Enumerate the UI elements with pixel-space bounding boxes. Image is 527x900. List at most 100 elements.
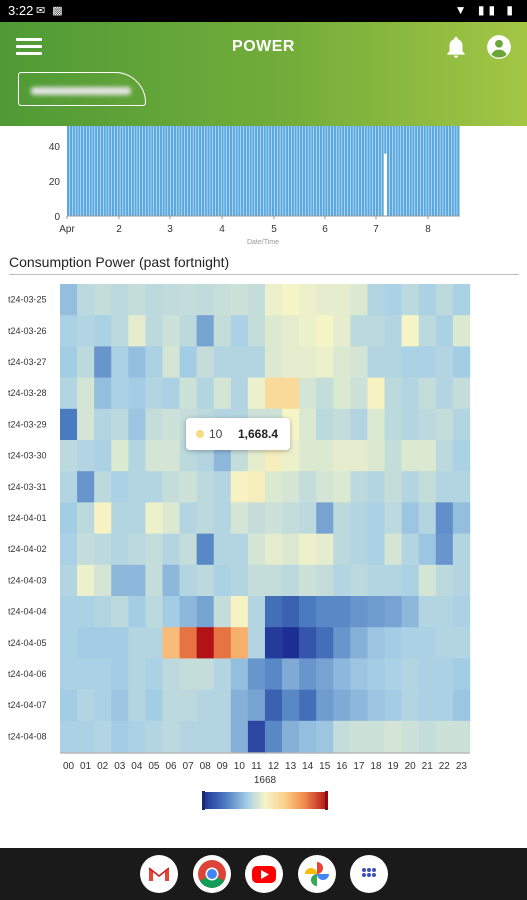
heatmap-cell[interactable]: [196, 596, 215, 628]
power-bar[interactable]: [182, 126, 185, 216]
heatmap-cell[interactable]: [367, 627, 385, 659]
power-bar[interactable]: [305, 126, 308, 216]
heatmap-cell[interactable]: [94, 502, 112, 534]
heatmap-cell[interactable]: [145, 284, 163, 316]
heatmap-cell[interactable]: [162, 315, 180, 347]
power-bar[interactable]: [378, 126, 381, 216]
heatmap-cell[interactable]: [230, 284, 249, 316]
heatmap-cell[interactable]: [384, 408, 402, 441]
heatmap-cell[interactable]: [111, 315, 129, 347]
heatmap-cell[interactable]: [299, 440, 317, 472]
heatmap-cell[interactable]: [299, 315, 317, 347]
power-bar[interactable]: [403, 126, 407, 216]
heatmap-cell[interactable]: [264, 658, 283, 690]
heatmap-cell[interactable]: [384, 346, 402, 378]
heatmap-cell[interactable]: [452, 564, 471, 597]
heatmap-cell[interactable]: [196, 720, 215, 753]
power-bar[interactable]: [103, 126, 106, 216]
heatmap-cell[interactable]: [179, 346, 197, 378]
heatmap-cell[interactable]: [282, 596, 300, 628]
heatmap-cell[interactable]: [230, 658, 249, 690]
heatmap-cell[interactable]: [435, 471, 454, 503]
power-bar[interactable]: [229, 126, 233, 216]
power-bar[interactable]: [75, 126, 78, 216]
heatmap-cell[interactable]: [145, 315, 163, 347]
heatmap-cell[interactable]: [162, 408, 180, 441]
heatmap-cell[interactable]: [247, 471, 266, 503]
heatmap-cell[interactable]: [77, 440, 95, 472]
power-bar[interactable]: [241, 126, 244, 216]
power-bar[interactable]: [123, 126, 126, 216]
heatmap-cell[interactable]: [60, 346, 78, 378]
power-bar[interactable]: [353, 126, 356, 216]
heatmap-cell[interactable]: [213, 658, 232, 690]
heatmap-cell[interactable]: [128, 627, 146, 659]
power-bar[interactable]: [95, 126, 98, 216]
heatmap-cell[interactable]: [111, 440, 129, 472]
heatmap-cell[interactable]: [367, 284, 385, 316]
heatmap-cell[interactable]: [367, 689, 385, 722]
heatmap-cell[interactable]: [247, 377, 266, 410]
heatmap-cell[interactable]: [435, 627, 454, 659]
heatmap-cell[interactable]: [384, 533, 402, 566]
heatmap-cell[interactable]: [162, 440, 180, 472]
heatmap-cell[interactable]: [196, 658, 215, 690]
heatmap-cell[interactable]: [230, 596, 249, 628]
heatmap-cell[interactable]: [94, 346, 112, 378]
power-bar[interactable]: [243, 126, 247, 216]
heatmap-cell[interactable]: [367, 377, 385, 410]
power-bar[interactable]: [114, 126, 118, 216]
heatmap-cell[interactable]: [316, 533, 334, 566]
heatmap-cell[interactable]: [247, 502, 266, 534]
heatmap-cell[interactable]: [452, 596, 471, 628]
heatmap-cell[interactable]: [333, 315, 351, 347]
heatmap-cell[interactable]: [179, 315, 197, 347]
power-bar[interactable]: [260, 126, 263, 216]
power-bar[interactable]: [128, 126, 132, 216]
heatmap-cell[interactable]: [94, 440, 112, 472]
heatmap-cell[interactable]: [213, 627, 232, 659]
heatmap-cell[interactable]: [128, 315, 146, 347]
power-bar[interactable]: [120, 126, 123, 216]
heatmap-cell[interactable]: [367, 440, 385, 472]
power-bar[interactable]: [339, 126, 342, 216]
heatmap-cell[interactable]: [367, 346, 385, 378]
power-bar[interactable]: [426, 126, 429, 216]
heatmap-cell[interactable]: [384, 315, 402, 347]
heatmap-cell[interactable]: [452, 720, 471, 753]
power-bar[interactable]: [420, 126, 424, 216]
heatmap-cell[interactable]: [316, 346, 334, 378]
heatmap-cell[interactable]: [452, 627, 471, 659]
heatmap-cell[interactable]: [418, 533, 437, 566]
power-bar[interactable]: [423, 126, 426, 216]
power-bar[interactable]: [431, 126, 435, 216]
heatmap-cell[interactable]: [264, 471, 283, 503]
heatmap-cell[interactable]: [230, 564, 249, 597]
heatmap-cell[interactable]: [401, 596, 419, 628]
power-bar[interactable]: [454, 126, 457, 216]
power-bar[interactable]: [280, 126, 283, 216]
heatmap-cell[interactable]: [384, 440, 402, 472]
power-bar[interactable]: [81, 126, 84, 216]
heatmap-cell[interactable]: [77, 408, 95, 441]
heatmap-cell[interactable]: [213, 346, 232, 378]
power-bar[interactable]: [184, 126, 188, 216]
heatmap-cell[interactable]: [77, 471, 95, 503]
heatmap-cell[interactable]: [145, 627, 163, 659]
power-bar[interactable]: [395, 126, 398, 216]
heatmap-cell[interactable]: [384, 471, 402, 503]
power-bar[interactable]: [148, 126, 151, 216]
heatmap-cell[interactable]: [316, 440, 334, 472]
heatmap-cell[interactable]: [452, 346, 471, 378]
heatmap-cell[interactable]: [145, 408, 163, 441]
heatmap-cell[interactable]: [282, 377, 300, 410]
power-bar[interactable]: [255, 126, 258, 216]
heatmap-cell[interactable]: [213, 471, 232, 503]
power-bar[interactable]: [156, 126, 160, 216]
heatmap-cell[interactable]: [401, 284, 419, 316]
heatmap-cell[interactable]: [247, 658, 266, 690]
heatmap-cell[interactable]: [179, 284, 197, 316]
heatmap-cell[interactable]: [60, 564, 78, 597]
heatmap-cell[interactable]: [401, 346, 419, 378]
power-bar[interactable]: [308, 126, 311, 216]
